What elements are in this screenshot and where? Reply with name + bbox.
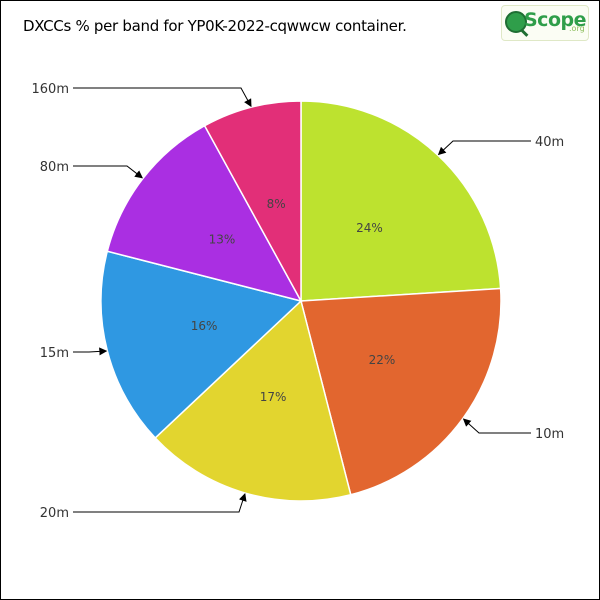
band-label-80m: 80m [40, 160, 69, 175]
slice-percent-80m: 13% [209, 233, 236, 247]
band-label-10m: 10m [535, 427, 564, 442]
leader-line-10m [462, 418, 531, 434]
magnifier-globe-icon [505, 11, 527, 33]
band-label-15m: 15m [40, 346, 69, 361]
pie-slice-160m[interactable] [203, 100, 302, 302]
band-label-160m: 160m [32, 82, 69, 97]
slice-percent-40m: 24% [356, 221, 383, 235]
slice-percent-20m: 17% [260, 390, 287, 404]
band-label-40m: 40m [535, 135, 564, 150]
leader-line-15m [73, 347, 108, 356]
leader-line-160m [73, 87, 252, 108]
band-label-20m: 20m [40, 506, 69, 521]
leader-line-80m [73, 165, 143, 179]
pie-slice-20m[interactable] [154, 299, 352, 502]
logo-text: Scope [524, 9, 587, 31]
qrzcq-scope-logo[interactable]: Scope .org [501, 5, 589, 41]
leader-line-40m [437, 140, 531, 156]
pie-slice-40m[interactable] [300, 100, 502, 302]
pie-slice-10m[interactable] [300, 287, 502, 496]
slice-percent-160m: 8% [267, 197, 286, 211]
chart-title: DXCCs % per band for YP0K-2022-cqwwcw co… [23, 17, 407, 35]
leader-line-20m [73, 493, 247, 513]
pie-slice-80m[interactable] [106, 124, 303, 303]
slice-percent-15m: 16% [191, 319, 218, 333]
logo-suffix: .org [569, 24, 585, 33]
slice-percent-10m: 22% [369, 353, 396, 367]
